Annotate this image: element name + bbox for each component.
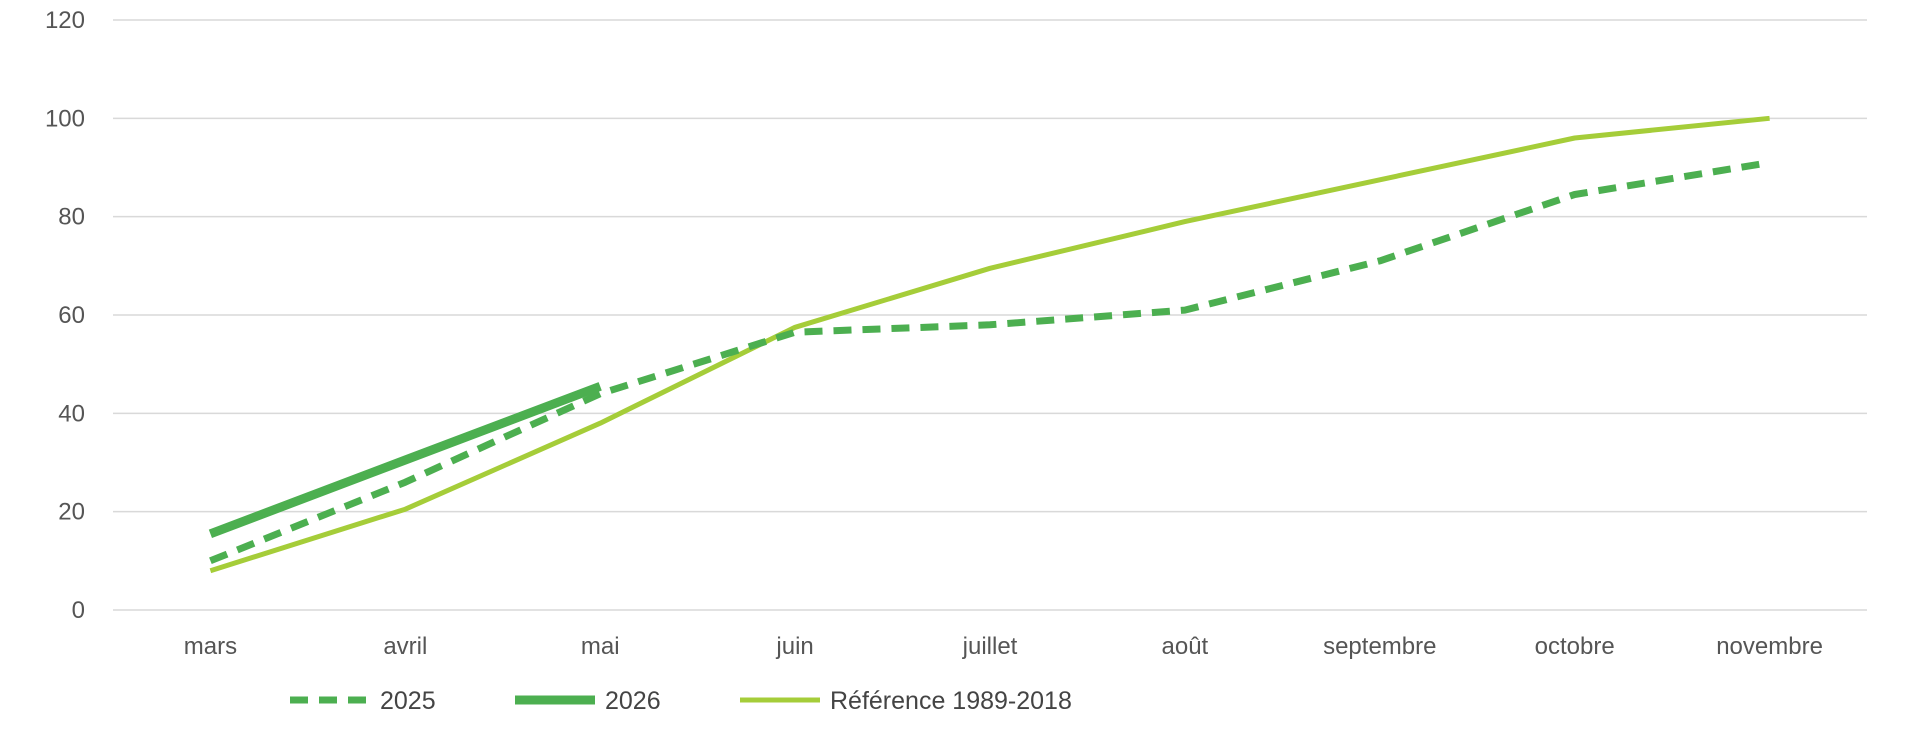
legend-label: 2025: [380, 687, 436, 715]
y-tick-label: 60: [58, 302, 85, 329]
series: [208, 115, 1771, 574]
x-tick-label: mai: [581, 633, 620, 660]
y-axis-ticks: 0 20 40 60 80 100 120: [45, 7, 85, 624]
y-tick-label: 20: [58, 499, 85, 526]
y-tick-label: 120: [45, 7, 85, 34]
series-line-2025: [209, 159, 1771, 565]
y-tick-label: 0: [72, 597, 85, 624]
x-tick-label: mars: [184, 633, 237, 660]
x-tick-label: août: [1162, 633, 1209, 660]
series-line-2026: [208, 382, 602, 539]
x-tick-label: septembre: [1323, 633, 1436, 660]
x-tick-label: avril: [383, 633, 427, 660]
y-tick-label: 100: [45, 105, 85, 132]
legend-label: 2026: [605, 687, 661, 715]
legend: 2025 2026 Référence 1989-2018: [290, 687, 1072, 715]
y-tick-label: 40: [58, 400, 85, 427]
x-axis-ticks: mars avril mai juin juillet août septembre octo…: [184, 633, 1823, 660]
x-tick-label: juillet: [962, 633, 1018, 660]
x-tick-label: juin: [775, 633, 813, 660]
x-tick-label: novembre: [1716, 633, 1823, 660]
series-line-r-f-rence-1989-2018: [209, 115, 1770, 574]
legend-label: Référence 1989-2018: [830, 687, 1072, 715]
grid: [113, 19, 1867, 611]
y-tick-label: 80: [58, 204, 85, 231]
x-tick-label: octobre: [1535, 633, 1615, 660]
